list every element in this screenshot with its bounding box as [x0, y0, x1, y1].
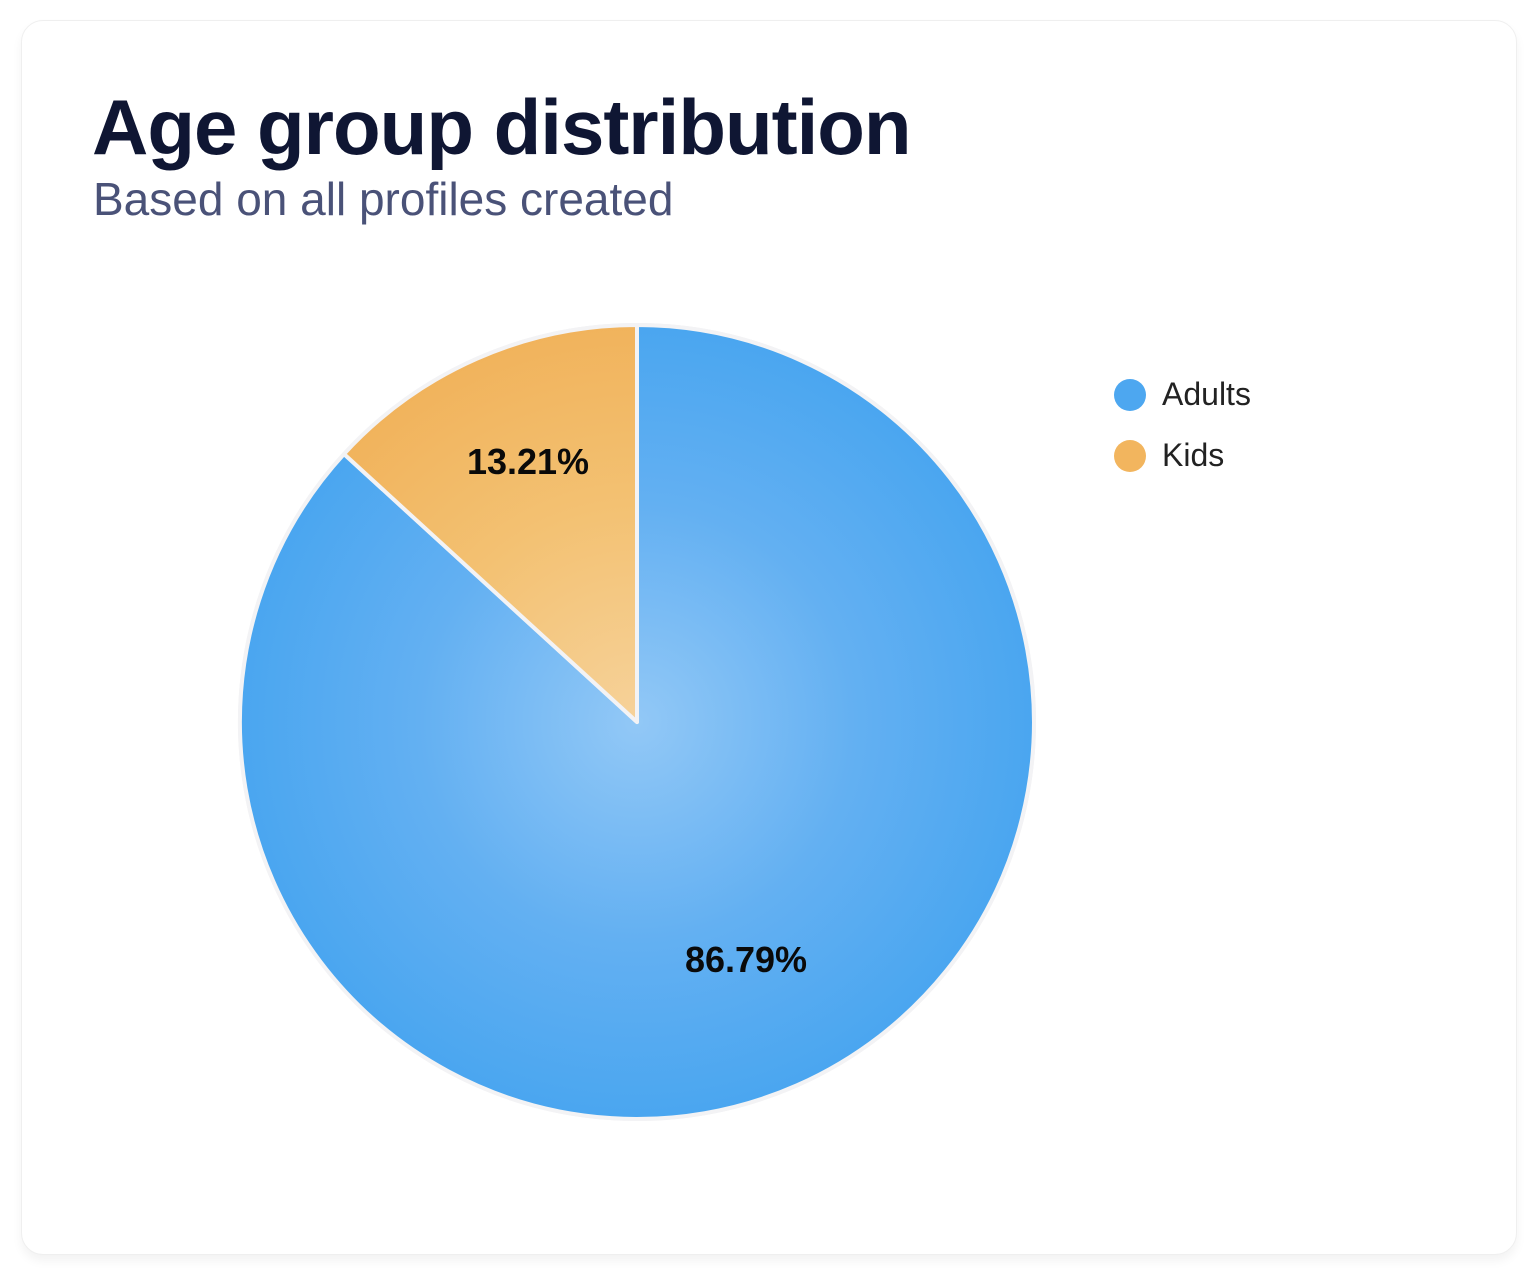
legend-dot-icon: [1114, 439, 1146, 472]
legend-item-adults[interactable]: Adults: [1114, 364, 1251, 425]
slice-kids-label: 13.21%: [467, 441, 589, 482]
chart-title: Age group distribution: [92, 83, 912, 171]
chart-subtitle: Based on all profiles created: [93, 173, 674, 225]
legend-dot-icon: [1114, 378, 1146, 411]
legend-label: Adults: [1162, 376, 1251, 412]
legend-item-kids[interactable]: Kids: [1114, 425, 1251, 486]
slice-adults-label: 86.79%: [685, 939, 807, 980]
legend-label: Kids: [1162, 437, 1225, 473]
chart-legend: Adults Kids: [1114, 364, 1251, 486]
slice-kids[interactable]: [342, 323, 639, 724]
